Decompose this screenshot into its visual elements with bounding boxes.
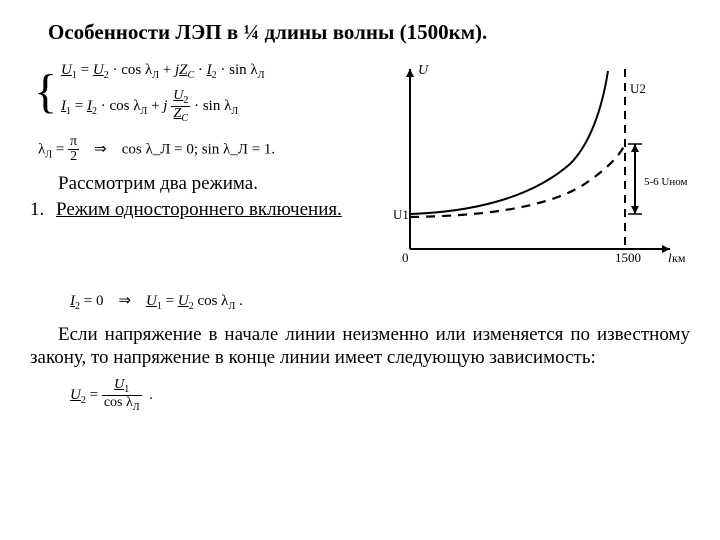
- svg-text:1500: 1500: [615, 250, 641, 265]
- eq-u2: U2 = U1 cos λЛ .: [30, 378, 690, 414]
- svg-text:U: U: [418, 63, 429, 78]
- left-brace-icon: {: [34, 68, 57, 116]
- eq-sys-2: I1 = I2 · cos λЛ + j U2ZC · sin λЛ: [61, 89, 264, 125]
- equation-system: { U1 = U2 · cos λЛ + jZC · I2 · sin λЛ I…: [30, 59, 360, 165]
- consider-text: Рассмотрим два режима.: [30, 173, 360, 195]
- list-number: 1.: [30, 199, 56, 221]
- svg-text:5-6 Uном: 5-6 Uном: [644, 176, 688, 188]
- svg-text:км: км: [672, 251, 686, 265]
- chart-column: U l км 0 1500 U2 U1 5-6 Uном: [370, 59, 690, 284]
- list-item-mode1: 1. Режим одностороннего включения.: [30, 199, 360, 221]
- eq-sys-1: U1 = U2 · cos λЛ + jZC · I2 · sin λЛ: [61, 59, 264, 83]
- eq-lambda: λЛ = π2 ⇒ cos λ_Л = 0; sin λ_Л = 1.: [30, 135, 360, 165]
- equations-column: { U1 = U2 · cos λЛ + jZC · I2 · sin λЛ I…: [30, 59, 360, 284]
- svg-text:0: 0: [402, 250, 409, 265]
- svg-text:U1: U1: [393, 207, 409, 222]
- svg-text:U2: U2: [630, 81, 646, 96]
- voltage-chart: U l км 0 1500 U2 U1 5-6 Uном: [370, 59, 690, 284]
- mode1-label: Режим одностороннего включения.: [56, 199, 342, 221]
- content-row: { U1 = U2 · cos λЛ + jZC · I2 · sin λЛ I…: [30, 59, 690, 284]
- paragraph-dependency: Если напряжение в начале линии неизменно…: [30, 324, 690, 370]
- eq-mode1: I2 = 0 ⇒ U1 = U2 cos λЛ .: [30, 290, 690, 314]
- page-title: Особенности ЛЭП в ¼ длины волны (1500км)…: [30, 20, 690, 45]
